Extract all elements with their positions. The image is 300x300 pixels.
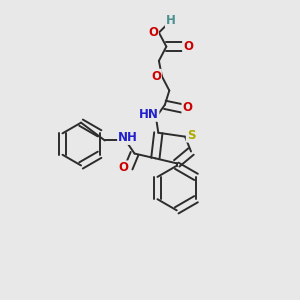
Text: O: O <box>148 26 158 39</box>
Text: O: O <box>151 70 161 83</box>
Text: NH: NH <box>118 131 138 144</box>
Text: O: O <box>182 101 193 114</box>
Text: O: O <box>118 161 128 174</box>
Text: O: O <box>183 40 193 53</box>
Text: HN: HN <box>139 108 158 121</box>
Text: S: S <box>187 129 195 142</box>
Text: H: H <box>166 14 176 27</box>
